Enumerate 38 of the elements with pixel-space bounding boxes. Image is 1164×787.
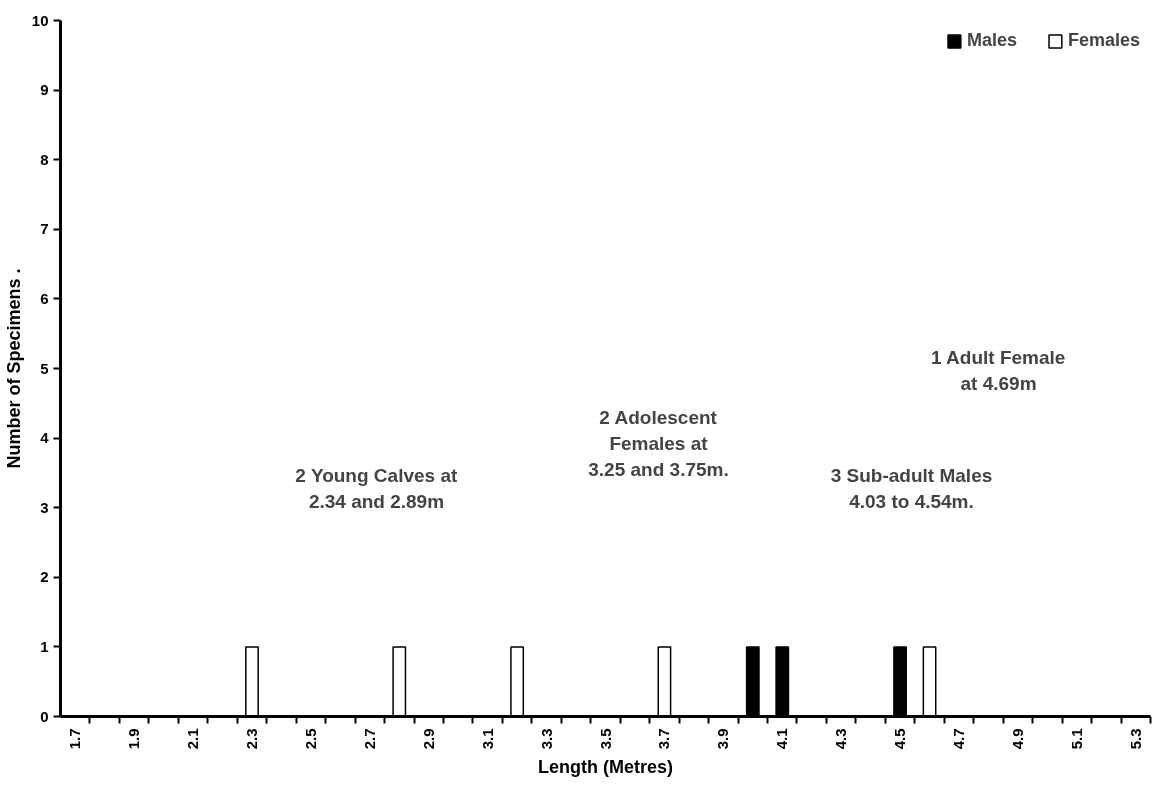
y-tick-label: 2 — [40, 568, 49, 586]
y-tick-label: 10 — [31, 11, 49, 29]
x-tick-label: 2.3 — [242, 728, 260, 750]
annotation: 2 Young Calves at 2.34 and 2.89m — [295, 464, 458, 512]
annotation: 3 Sub-adult Males 4.03 to 4.54m. — [830, 464, 993, 512]
legend-label: Males — [966, 30, 1017, 51]
x-tick-label: 4.1 — [773, 728, 791, 750]
x-tick-label: 4.7 — [950, 728, 968, 750]
x-tick-label: 2.7 — [360, 728, 378, 750]
y-axis-title: Number of Specimens . — [3, 268, 24, 469]
annotation: 1 Adult Female at 4.69m — [930, 346, 1066, 394]
y-tick-label: 0 — [40, 707, 49, 725]
x-tick-label: 5.3 — [1126, 728, 1144, 750]
x-tick-label: 4.5 — [891, 728, 909, 750]
legend-label: Females — [1067, 30, 1140, 51]
x-tick-label: 1.7 — [66, 728, 84, 750]
y-tick-label: 9 — [40, 81, 49, 99]
y-tick-label: 6 — [40, 289, 49, 307]
x-tick-label: 3.3 — [537, 728, 555, 750]
x-tick-label: 4.9 — [1008, 728, 1026, 750]
y-tick-label: 1 — [40, 637, 49, 655]
x-tick-label: 5.1 — [1067, 728, 1085, 750]
x-axis-title: Length (Metres) — [538, 757, 674, 778]
x-tick-label: 2.9 — [419, 728, 437, 750]
x-tick-label: 3.7 — [655, 728, 673, 750]
y-tick-label: 7 — [40, 220, 49, 238]
y-tick-label: 8 — [40, 150, 49, 168]
x-tick-label: 1.9 — [125, 728, 143, 750]
x-tick-label: 2.5 — [301, 728, 319, 750]
y-tick-label: 3 — [40, 498, 49, 516]
y-tick-label: 4 — [40, 429, 50, 447]
x-tick-label: 3.1 — [478, 728, 496, 750]
x-tick-label: 2.1 — [184, 728, 202, 750]
x-tick-label: 4.3 — [832, 728, 850, 750]
x-tick-label: 3.9 — [714, 728, 732, 750]
y-tick-label: 5 — [40, 359, 49, 377]
x-tick-label: 3.5 — [596, 728, 614, 750]
annotation: 2 Adolescent Females at 3.25 and 3.75m. — [588, 406, 729, 480]
